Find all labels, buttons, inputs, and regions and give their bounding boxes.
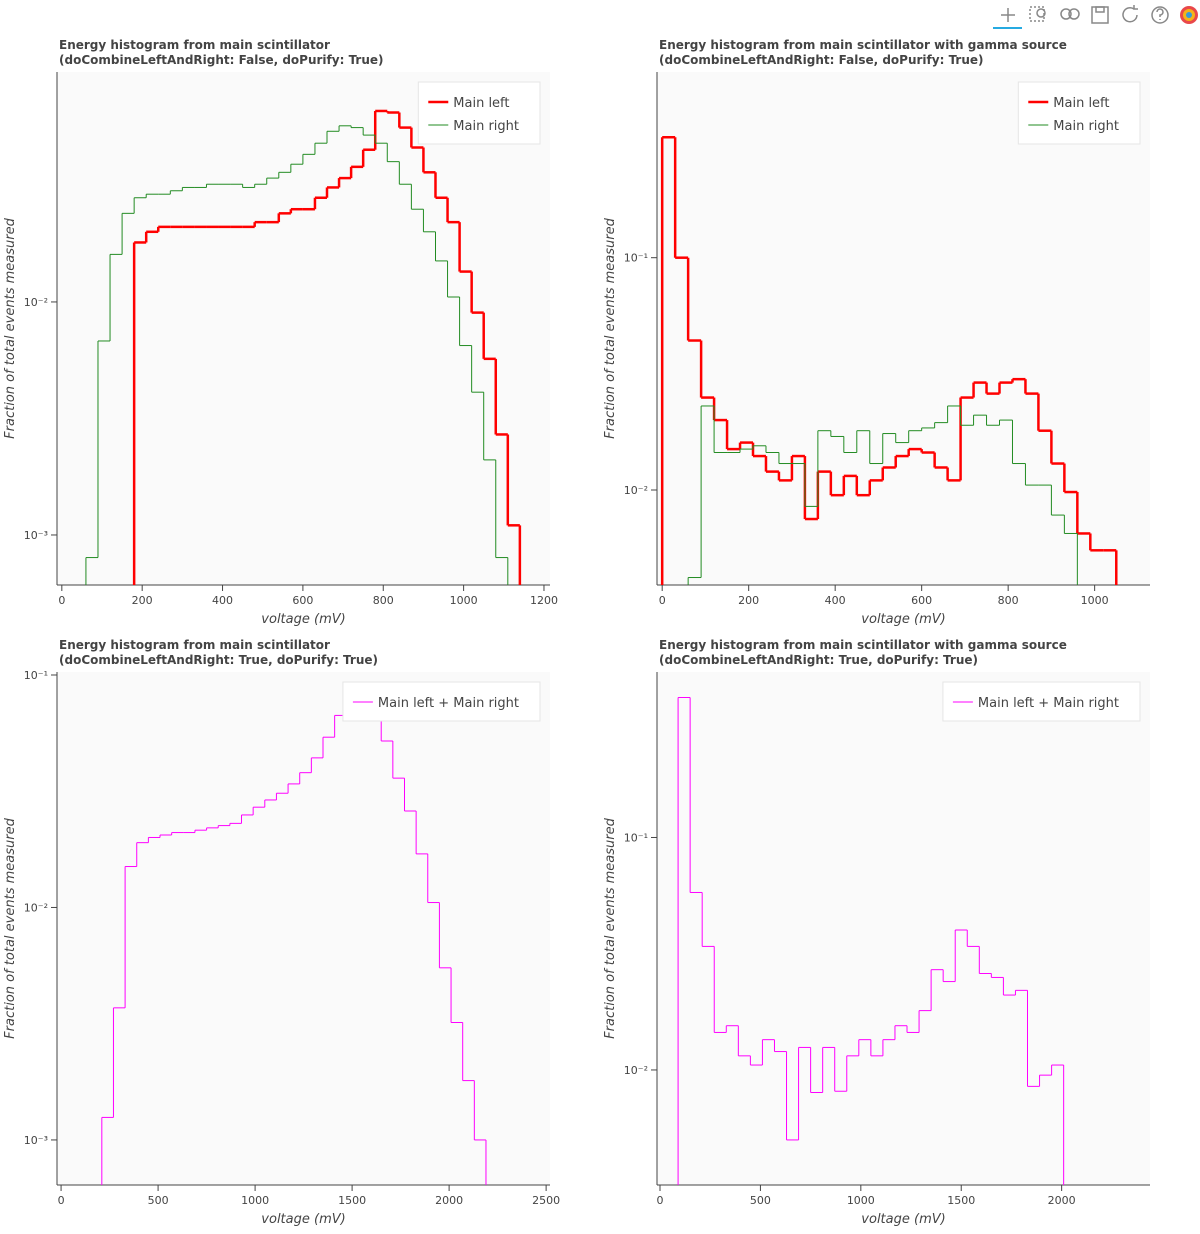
pan-tool[interactable] bbox=[993, 8, 1022, 29]
series-group bbox=[677, 697, 1065, 1185]
x-axis-label: voltage (mV) bbox=[861, 1212, 945, 1227]
y-tick-label: 10⁻³ bbox=[24, 1134, 48, 1147]
y-tick-label: 10⁻¹ bbox=[624, 831, 648, 844]
legend-label: Main right bbox=[453, 119, 519, 134]
chart-panel: Energy histogram from main scintillator(… bbox=[3, 38, 558, 627]
x-tick-label: 600 bbox=[911, 594, 932, 607]
chart-title: Energy histogram from main scintillator bbox=[59, 638, 330, 652]
plot-background bbox=[57, 672, 550, 1185]
y-tick-label: 10⁻² bbox=[624, 484, 648, 497]
y-tick-label: 10⁻² bbox=[624, 1064, 648, 1077]
legend-box bbox=[1017, 81, 1141, 145]
series-group bbox=[85, 109, 522, 585]
x-tick-label: 0 bbox=[659, 594, 666, 607]
legend: Main left Main right bbox=[1017, 81, 1141, 145]
wheel-zoom-tool[interactable] bbox=[1060, 8, 1080, 20]
legend-label: Main left + Main right bbox=[378, 696, 519, 711]
legend-box bbox=[942, 681, 1141, 722]
x-axis-label: voltage (mV) bbox=[261, 1212, 345, 1227]
box-zoom-tool[interactable] bbox=[1029, 6, 1046, 22]
help-tool[interactable] bbox=[1151, 6, 1169, 24]
x-tick-label: 600 bbox=[292, 594, 313, 607]
chart-title: Energy histogram from main scintillator bbox=[59, 38, 330, 52]
plot-background bbox=[657, 72, 1150, 585]
x-tick-label: 200 bbox=[132, 594, 153, 607]
plot-background bbox=[657, 672, 1150, 1185]
y-tick-label: 10⁻¹ bbox=[24, 669, 48, 682]
y-tick-label: 10⁻² bbox=[24, 901, 48, 914]
x-tick-label: 400 bbox=[212, 594, 233, 607]
y-axis-label: Fraction of total events measured bbox=[3, 217, 18, 438]
series-group bbox=[101, 698, 487, 1185]
x-tick-label: 400 bbox=[825, 594, 846, 607]
chart-panel: Energy histogram from main scintillator(… bbox=[3, 638, 560, 1227]
legend: Main left Main right bbox=[417, 81, 541, 145]
legend-label: Main right bbox=[1053, 119, 1119, 134]
legend-label: Main left + Main right bbox=[978, 696, 1119, 711]
series-group bbox=[660, 135, 1118, 585]
x-tick-label: 2000 bbox=[435, 1194, 463, 1207]
y-axis-label: Fraction of total events measured bbox=[3, 817, 18, 1038]
save-tool[interactable] bbox=[1091, 6, 1109, 24]
x-tick-label: 0 bbox=[58, 1194, 65, 1207]
bokeh-logo[interactable] bbox=[1180, 6, 1198, 24]
y-axis-label: Fraction of total events measured bbox=[603, 817, 618, 1038]
x-tick-label: 0 bbox=[58, 594, 65, 607]
x-tick-label: 1000 bbox=[450, 594, 478, 607]
x-tick-label: 500 bbox=[750, 1194, 771, 1207]
chart-subtitle: (doCombineLeftAndRight: True, doPurify: … bbox=[59, 653, 378, 667]
x-tick-label: 1500 bbox=[338, 1194, 366, 1207]
x-axis-label: voltage (mV) bbox=[861, 612, 945, 627]
x-tick-label: 1000 bbox=[241, 1194, 269, 1207]
x-tick-label: 800 bbox=[373, 594, 394, 607]
chart-panel: Energy histogram from main scintillator … bbox=[603, 638, 1150, 1227]
x-tick-label: 200 bbox=[738, 594, 759, 607]
chart-panel: Energy histogram from main scintillator … bbox=[603, 38, 1150, 627]
legend-label: Main left bbox=[453, 96, 509, 111]
legend-label: Main left bbox=[1053, 96, 1109, 111]
x-tick-label: 1000 bbox=[1081, 594, 1109, 607]
y-axis-label: Fraction of total events measured bbox=[603, 217, 618, 438]
x-tick-label: 2500 bbox=[532, 1194, 560, 1207]
chart-subtitle: (doCombineLeftAndRight: False, doPurify:… bbox=[59, 53, 384, 67]
legend: Main left + Main right bbox=[342, 681, 541, 722]
chart-title: Energy histogram from main scintillator … bbox=[659, 38, 1067, 52]
x-tick-label: 1500 bbox=[947, 1194, 975, 1207]
y-tick-label: 10⁻² bbox=[24, 296, 48, 309]
legend: Main left + Main right bbox=[942, 681, 1141, 722]
x-tick-label: 800 bbox=[998, 594, 1019, 607]
chart-title: Energy histogram from main scintillator … bbox=[659, 638, 1067, 652]
y-tick-label: 10⁻¹ bbox=[624, 252, 648, 265]
x-axis-label: voltage (mV) bbox=[261, 612, 345, 627]
chart-subtitle: (doCombineLeftAndRight: False, doPurify:… bbox=[659, 53, 984, 67]
x-tick-label: 0 bbox=[657, 1194, 664, 1207]
x-tick-label: 1200 bbox=[530, 594, 558, 607]
toolbar bbox=[993, 5, 1198, 29]
plot-background bbox=[57, 72, 550, 585]
reset-tool[interactable] bbox=[1122, 5, 1138, 23]
legend-box bbox=[417, 81, 541, 145]
legend-box bbox=[342, 681, 541, 722]
x-tick-label: 500 bbox=[148, 1194, 169, 1207]
chart-subtitle: (doCombineLeftAndRight: True, doPurify: … bbox=[659, 653, 978, 667]
y-tick-label: 10⁻³ bbox=[24, 529, 48, 542]
x-tick-label: 1000 bbox=[847, 1194, 875, 1207]
x-tick-label: 2000 bbox=[1048, 1194, 1076, 1207]
